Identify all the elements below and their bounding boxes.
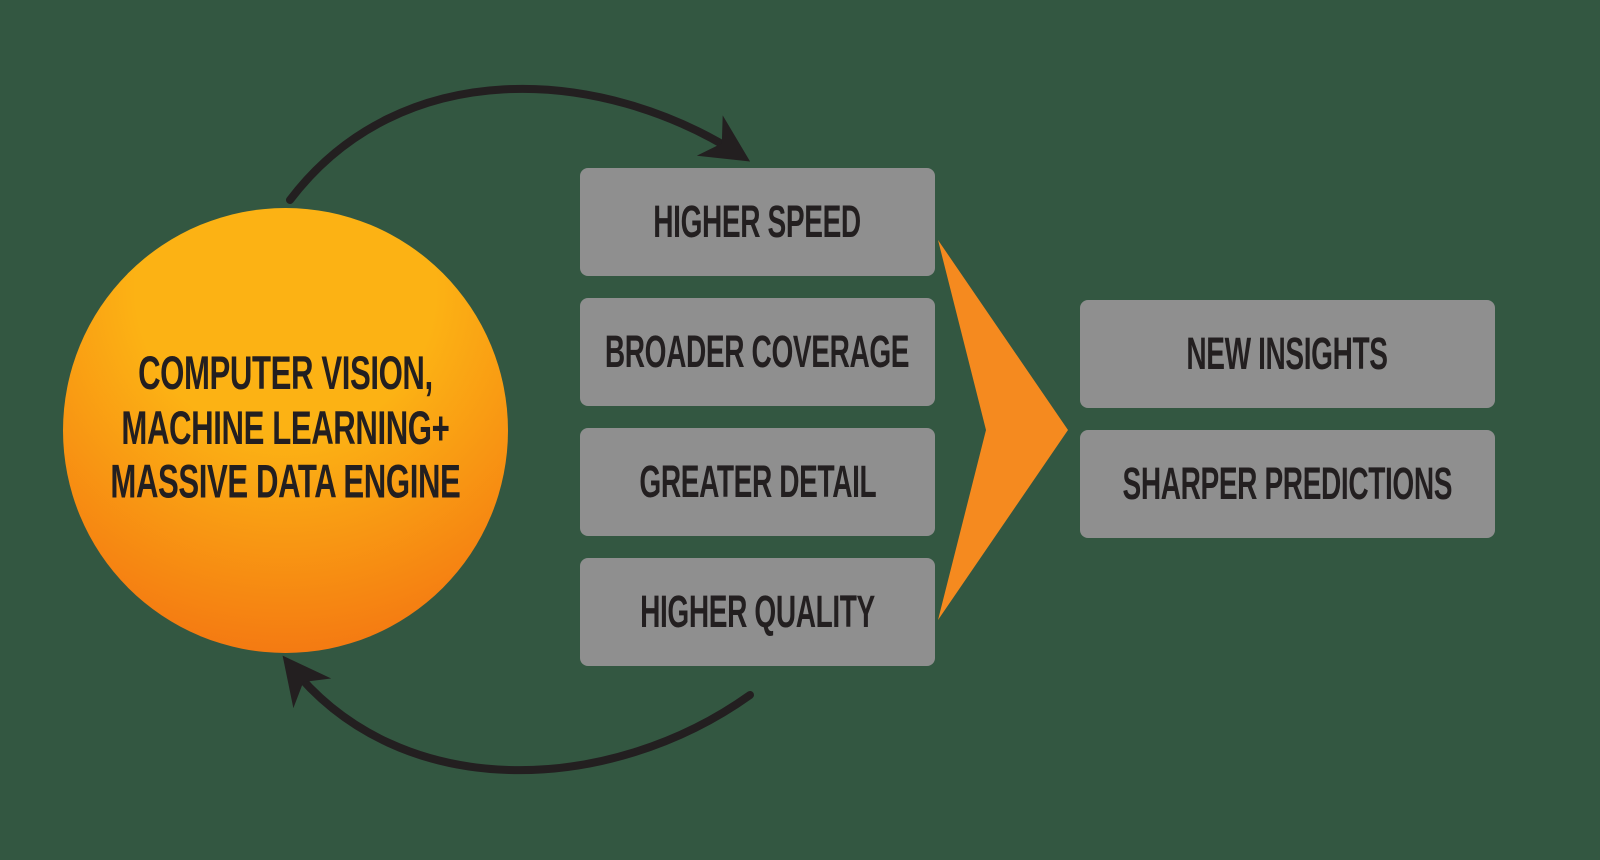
loop-arrow-bottom [290, 665, 750, 770]
diagram-canvas: COMPUTER VISION,MACHINE LEARNING+MASSIVE… [0, 0, 1600, 860]
feedback-loop-arrows [0, 0, 1600, 860]
loop-arrow-top [290, 89, 740, 200]
